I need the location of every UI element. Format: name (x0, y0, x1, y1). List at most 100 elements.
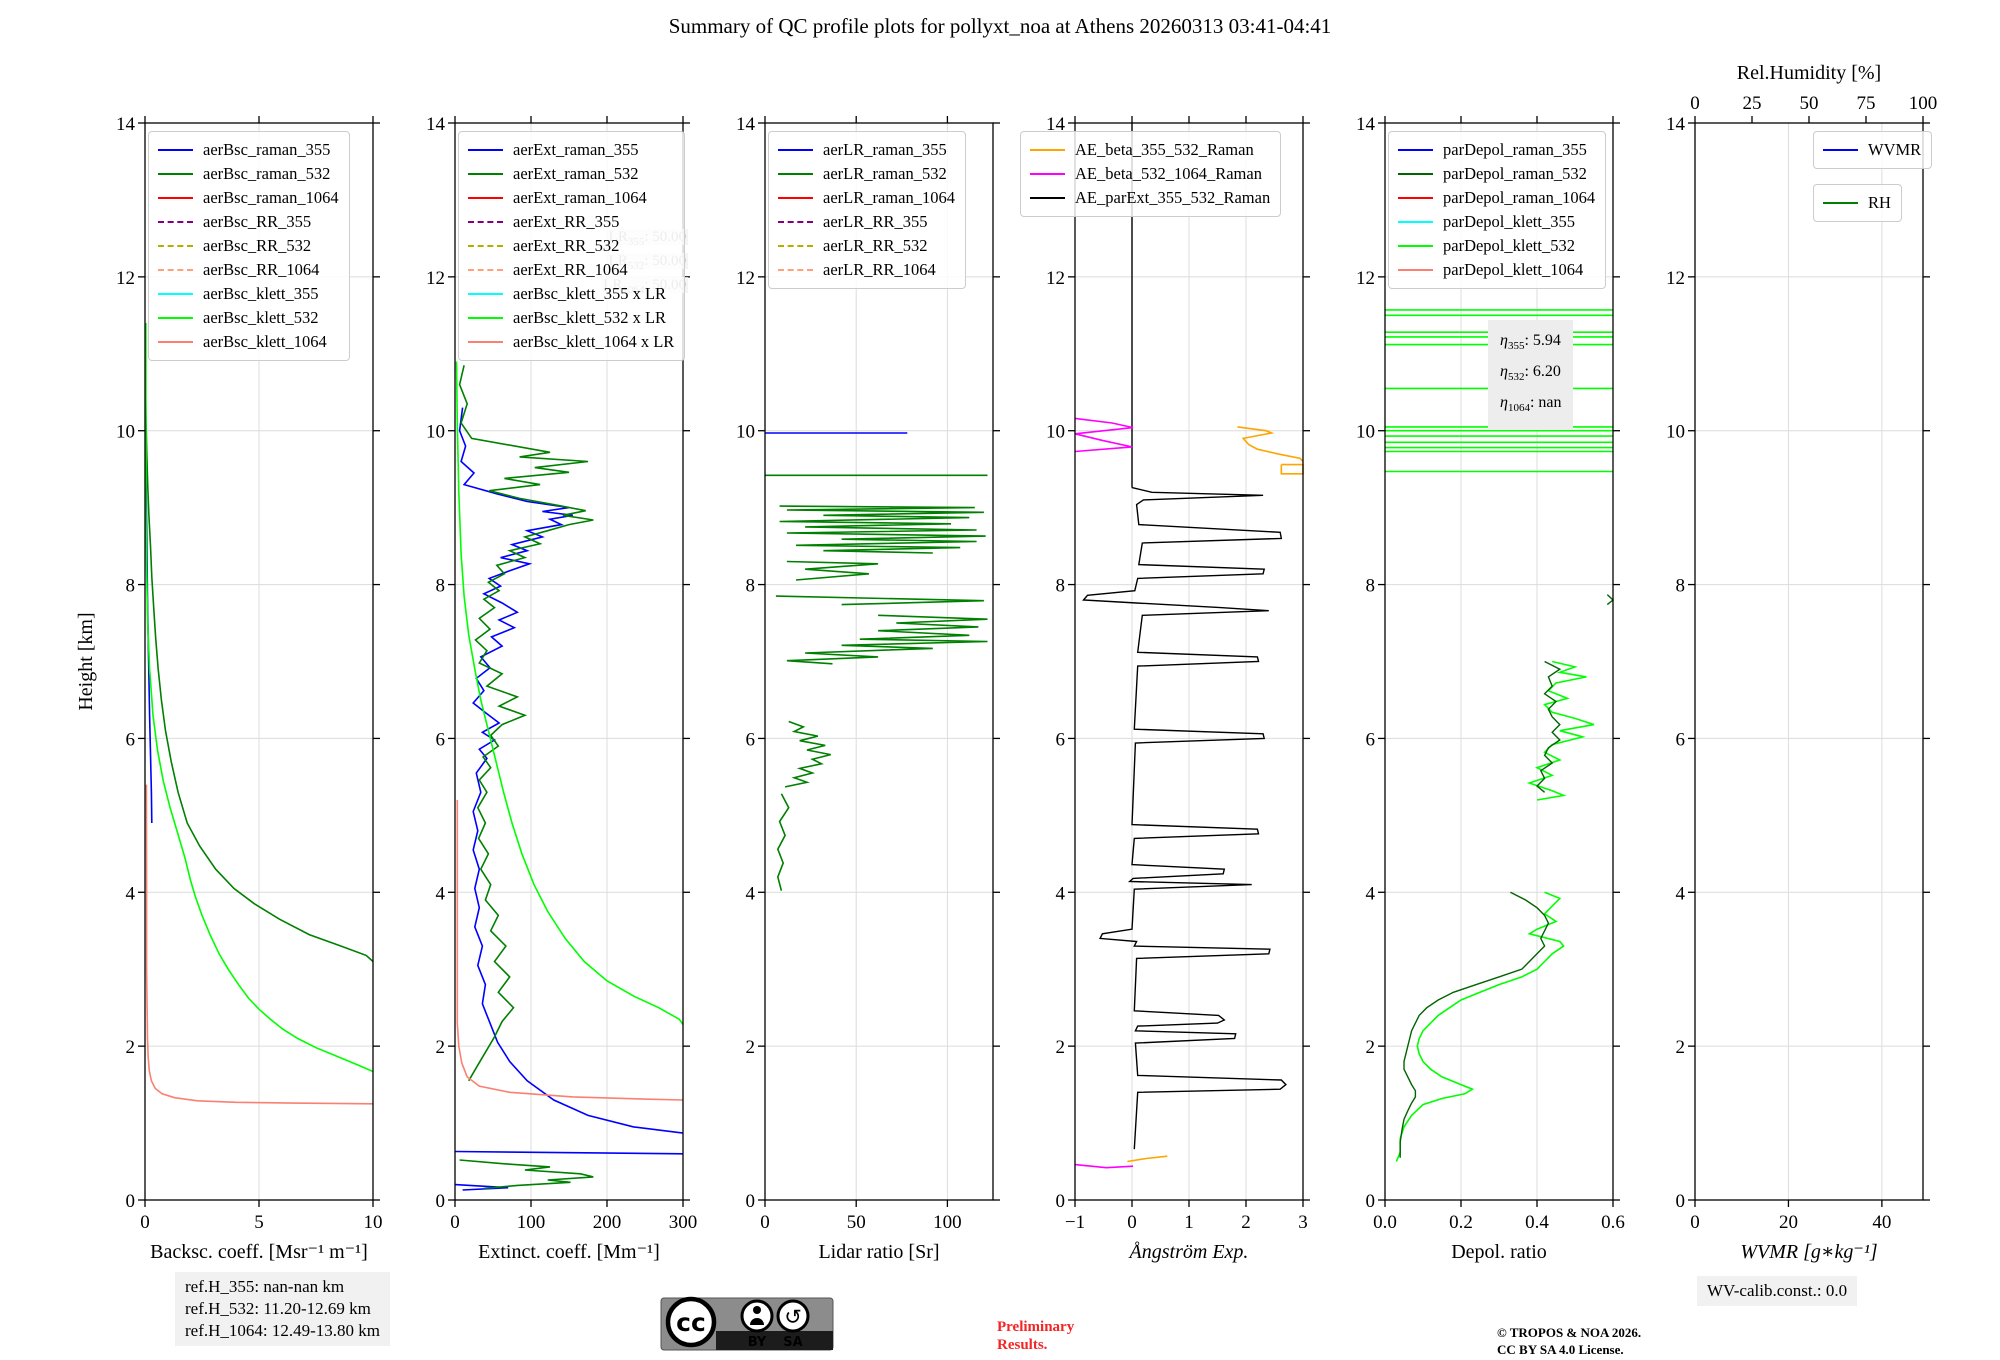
y-tick-label: 2 (1676, 1037, 1686, 1058)
x-axis-label: Extinct. coeff. [Mm⁻¹] (478, 1241, 660, 1263)
legend-label: aerBsc_raman_355 (203, 140, 331, 159)
x-tick-label: 10 (364, 1212, 383, 1233)
legend-label: parDepol_klett_355 (1443, 212, 1575, 231)
y-tick-label: 0 (1676, 1191, 1686, 1212)
page-title: Summary of QC profile plots for pollyxt_… (668, 14, 1332, 38)
legend-label: parDepol_raman_355 (1443, 140, 1587, 159)
legend-item: aerLR_RR_1064 (778, 258, 955, 282)
top-tick-label: 25 (1743, 93, 1762, 114)
x-axis-label: WVMR [g∗kg⁻¹] (1740, 1241, 1877, 1263)
legend-label: parDepol_klett_532 (1443, 236, 1575, 255)
y-tick-label: 12 (426, 268, 445, 289)
legend-line-swatch (778, 245, 813, 247)
legend-item: aerExt_RR_532 (468, 234, 674, 258)
legend-item: aerExt_raman_355 (468, 138, 674, 162)
x-tick-label: 5 (254, 1212, 264, 1233)
legend-label: aerExt_RR_1064 (513, 260, 628, 279)
legend-item: aerExt_raman_1064 (468, 186, 674, 210)
top-tick-label: 75 (1857, 93, 1876, 114)
legend-line-swatch (158, 221, 193, 223)
legend-item: aerBsc_klett_1064 (158, 330, 339, 354)
legend-line-swatch (778, 149, 813, 151)
copyright-line2: CC BY SA 4.0 License. (1497, 1342, 1624, 1357)
x-tick-label: −1 (1065, 1212, 1085, 1233)
y-tick-label: 12 (116, 268, 135, 289)
legend-item: aerBsc_klett_355 (158, 282, 339, 306)
legend-item: AE_beta_532_1064_Raman (1030, 162, 1270, 186)
legend-label: aerExt_raman_355 (513, 140, 639, 159)
x-tick-label: 0.4 (1525, 1212, 1549, 1233)
x-tick-label: 100 (517, 1212, 546, 1233)
top-tick-label: 100 (1909, 93, 1938, 114)
series-AE_beta_532_1064_Raman (1074, 417, 1134, 453)
eta-annotation: η355: 5.94 η532: 6.20 η1064: nan (1488, 320, 1574, 430)
legend-line-swatch (158, 245, 193, 247)
legend-item: aerBsc_klett_355 x LR (468, 282, 674, 306)
legend-box: aerExt_raman_355 aerExt_raman_532 aerExt_r… (458, 131, 686, 361)
x-tick-label: 0 (140, 1212, 150, 1233)
y-tick-label: 0 (436, 1191, 446, 1212)
series-AE_parExt_355_532_Raman (1082, 486, 1287, 1150)
y-tick-label: 2 (1366, 1037, 1376, 1058)
series-aerBsc_klett_532 (145, 323, 374, 1073)
legend-item: aerLR_RR_532 (778, 234, 955, 258)
preliminary-results-note: Preliminary Results. (997, 1318, 1074, 1354)
legend-label: aerBsc_raman_532 (203, 164, 331, 183)
legend-item: parDepol_klett_355 (1398, 210, 1595, 234)
series-parDepol_raman_532 (1606, 594, 1615, 606)
legend-line-swatch (1030, 173, 1065, 175)
legend-label: aerLR_raman_532 (823, 164, 947, 183)
y-axis-label: Height [km] (75, 612, 97, 710)
y-tick-label: 4 (1366, 883, 1376, 904)
legend-line-swatch (158, 269, 193, 271)
legend-line-swatch (1030, 197, 1065, 199)
legend-item: aerBsc_raman_355 (158, 138, 339, 162)
series-aerExt_raman_532 (459, 1159, 594, 1190)
legend-item: aerBsc_raman_1064 (158, 186, 339, 210)
legend-line-swatch (1398, 269, 1433, 271)
series-parDepol_klett_532 (1395, 891, 1565, 1162)
legend-label: AE_beta_532_1064_Raman (1075, 164, 1262, 183)
attribution-person-icon (740, 1299, 774, 1333)
cc-sa-label: SA (783, 1335, 802, 1350)
legend-line-swatch (1823, 149, 1858, 151)
y-tick-label: 8 (436, 576, 446, 597)
legend-line-swatch (468, 221, 503, 223)
y-tick-label: 8 (126, 576, 136, 597)
preliminary-line2: Results. (997, 1337, 1048, 1353)
legend-line-swatch (158, 293, 193, 295)
legend-label: AE_beta_355_532_Raman (1075, 140, 1254, 159)
cc-badge-graphic: cc ↺ BY SA (660, 1296, 834, 1351)
y-tick-label: 14 (1046, 114, 1066, 135)
legend-label: aerLR_RR_355 (823, 212, 928, 231)
legend-box: AE_beta_355_532_Raman AE_beta_532_1064_Ra… (1020, 131, 1282, 217)
y-tick-label: 6 (126, 729, 136, 750)
series-parDepol_raman_532 (1399, 891, 1550, 1158)
legend-box: aerBsc_raman_355 aerBsc_raman_532 aerBsc_r… (148, 131, 350, 361)
top-tick-label: 0 (1690, 93, 1700, 114)
series-aerLR_raman_532 (775, 595, 984, 606)
eta-annotation-line: η1064: nan (1500, 394, 1562, 415)
series-aerExt_raman_355 (454, 1183, 509, 1191)
y-tick-label: 10 (1666, 422, 1685, 443)
series-aerLR_raman_532 (779, 505, 986, 554)
legend-line-swatch (468, 149, 503, 151)
legend-line-swatch (468, 269, 503, 271)
legend-label: parDepol_klett_1064 (1443, 260, 1584, 279)
legend-box: RH (1813, 184, 1902, 222)
y-tick-label: 4 (436, 883, 446, 904)
series-aerExt_raman_355 (454, 1150, 684, 1155)
plot-backscatter: 0 5 10 0 2 4 6 8 10 12 14 Backsc. coeff. [Msr⁻¹ m⁻¹… (75, 114, 383, 1263)
legend-item: AE_parExt_355_532_Raman (1030, 186, 1270, 210)
legend-item: parDepol_raman_532 (1398, 162, 1595, 186)
x-tick-label: 1 (1184, 1212, 1194, 1233)
y-tick-label: 0 (126, 1191, 136, 1212)
y-tick-label: 6 (1676, 729, 1686, 750)
legend-line-swatch (778, 197, 813, 199)
preliminary-line1: Preliminary (997, 1319, 1075, 1335)
legend-item: AE_beta_355_532_Raman (1030, 138, 1270, 162)
axes-frame (764, 122, 994, 1201)
series-AE_beta_532_1064_Raman (1074, 1163, 1134, 1169)
cc-logo-icon: cc (665, 1296, 717, 1348)
svg-text:↺: ↺ (784, 1305, 802, 1329)
